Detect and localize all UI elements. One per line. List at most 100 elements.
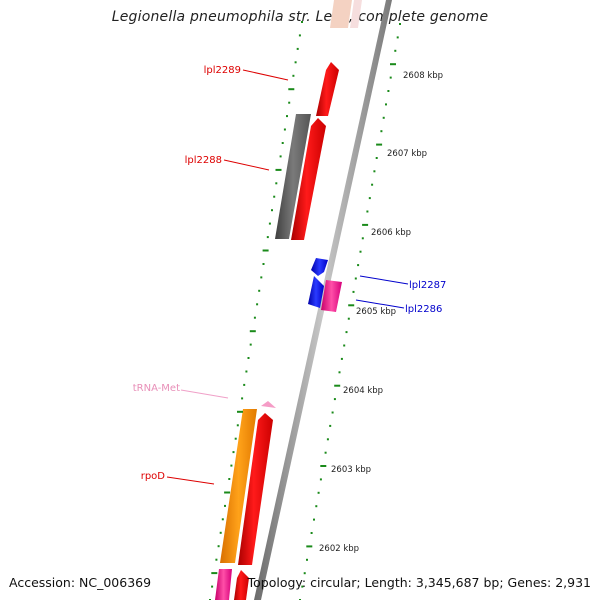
outer-track-tick [271, 209, 273, 212]
gene-lpl2289-arrow [316, 62, 339, 116]
leader-line-lpl2287 [359, 275, 409, 285]
outer-track-tick [243, 383, 246, 386]
inner-track-tick [338, 371, 341, 374]
inner-track-tick [362, 223, 369, 226]
outer-track-tick [298, 34, 301, 37]
gene-label-lpl2286: lpl2286 [405, 304, 442, 315]
inner-track-tick [303, 572, 306, 575]
inner-track-tick [333, 398, 336, 401]
outer-track-tick [245, 370, 248, 373]
outer-track-tick [232, 451, 235, 454]
inner-track-tick [373, 170, 376, 173]
feature-faint-top-1 [330, 0, 352, 28]
inner-track-tick [348, 304, 355, 307]
gene-lpl2286-pink [321, 280, 342, 312]
outer-track-tick [249, 343, 252, 346]
outer-track-tick [281, 142, 284, 144]
inner-track-tick [376, 143, 383, 146]
outer-track-tick [275, 182, 278, 185]
inner-track-tick [390, 63, 396, 66]
gene-label-lpl2288: lpl2288 [185, 155, 222, 166]
outer-track-tick [230, 464, 233, 467]
outer-track-tick [273, 195, 276, 198]
inner-track-tick [334, 384, 341, 387]
feature-faint-top-2 [350, 0, 362, 28]
outer-track-tick [288, 101, 291, 104]
outer-track-tick [224, 504, 226, 507]
outer-track-tick [228, 478, 231, 480]
outer-track-tick [249, 330, 256, 333]
gene-trna-met-arrow [261, 401, 276, 408]
outer-track-tick [241, 397, 244, 400]
outer-track-tick [247, 357, 250, 359]
outer-track-tick [224, 491, 231, 494]
outer-track-tick [275, 168, 282, 171]
tick-label-2605: 2605 kbp [356, 307, 396, 317]
outer-track-tick [219, 531, 222, 534]
outer-track-tick [262, 263, 265, 265]
gene-rpod-arrow [238, 413, 273, 565]
leader-line-lpl2289 [242, 69, 289, 81]
outer-track-tick [288, 88, 295, 91]
tick-label-2606: 2606 kbp [371, 228, 411, 238]
accession-text: Accession: NC_006369 [9, 575, 152, 590]
map-title: Legionella pneumophila str. Lens, comple… [111, 9, 489, 25]
outer-track-tick [279, 155, 282, 158]
inner-track-tick [396, 36, 399, 39]
inner-track-tick [320, 465, 327, 467]
outer-track-tick [253, 316, 256, 319]
gene-bottom-pink [215, 569, 232, 600]
inner-track-tick [326, 438, 329, 441]
outer-track-tick [301, 21, 303, 23]
outer-track-tick [294, 61, 297, 64]
inner-track-tick [329, 424, 332, 427]
gene-label-lpl2289: lpl2289 [204, 65, 241, 76]
outer-track-tick [258, 289, 261, 292]
inner-track-tick [324, 451, 327, 454]
inner-track-tick [366, 210, 369, 213]
genome-stats-text: Topology: circular; Length: 3,345,687 bp… [247, 575, 591, 590]
inner-track-tick [368, 197, 371, 200]
tick-label-2602: 2602 kbp [319, 544, 359, 554]
gene-bottom-red [234, 570, 249, 600]
inner-track-tick [380, 130, 383, 133]
inner-track-tick [361, 237, 364, 240]
gene-lpl2288-arrow [291, 118, 326, 240]
tick-label-2607: 2607 kbp [387, 149, 427, 159]
inner-track-tick [331, 411, 334, 414]
leader-line-lpl2286 [355, 299, 405, 309]
inner-track-tick [394, 49, 397, 52]
gene-orange [220, 409, 257, 563]
inner-track-tick [306, 545, 313, 548]
outer-track-tick [256, 303, 259, 306]
inner-track-tick [315, 505, 318, 508]
inner-track-tick [371, 183, 374, 186]
outer-track-tick [236, 424, 239, 427]
gene-lpl2286-blue [308, 276, 324, 308]
inner-track-tick [385, 103, 387, 106]
outer-track-tick [237, 410, 243, 413]
inner-track-tick [347, 317, 350, 320]
inner-track-tick [352, 290, 355, 293]
leader-line-rpod [166, 476, 215, 485]
inner-track-tick [359, 250, 362, 253]
inner-track-tick [399, 23, 401, 25]
gene-label-rpod: rpoD [141, 471, 166, 482]
inner-track-tick [375, 157, 378, 159]
tick-label-2603: 2603 kbp [331, 465, 371, 475]
gene-lpl2287-arrow [311, 258, 328, 276]
outer-track-tick [292, 74, 295, 77]
outer-track-tick [234, 437, 237, 440]
inner-track-tick [382, 116, 385, 119]
inner-track-tick [354, 277, 357, 280]
outer-track-tick [268, 222, 271, 225]
outer-track-tick [266, 236, 269, 239]
tick-marks [209, 21, 401, 600]
inner-track-tick [389, 76, 392, 79]
leader-line-lpl2288 [223, 159, 270, 171]
outer-track-tick [260, 276, 263, 279]
inner-track-tick [310, 532, 313, 534]
outer-track-tick [211, 585, 214, 588]
outer-track-tick [211, 572, 218, 575]
